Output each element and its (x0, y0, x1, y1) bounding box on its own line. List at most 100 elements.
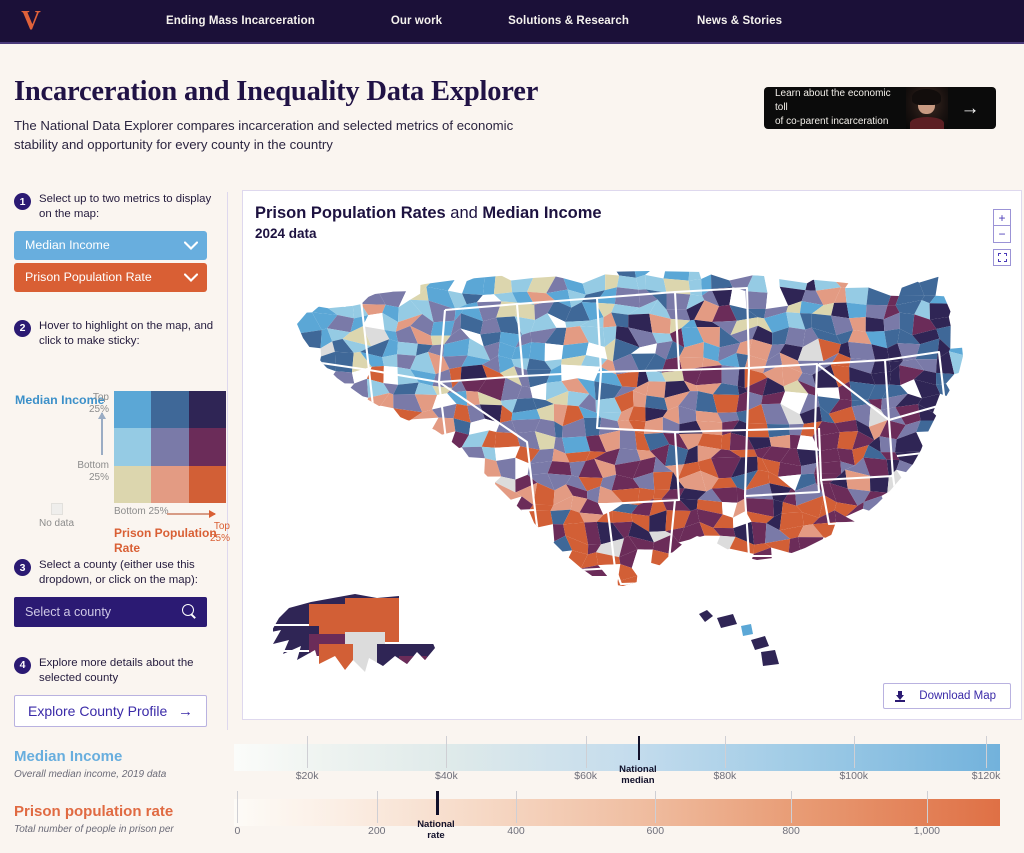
county-polygon[interactable] (477, 377, 506, 401)
bivariate-cell-1[interactable] (151, 391, 189, 429)
county-polygon[interactable] (801, 290, 824, 306)
county-polygon[interactable] (790, 434, 801, 449)
county-polygon[interactable] (432, 403, 457, 419)
county-polygon[interactable] (868, 403, 888, 427)
county-polygon[interactable] (563, 522, 589, 545)
county-polygon[interactable] (382, 354, 398, 368)
county-polygon[interactable] (766, 513, 782, 531)
county-polygon[interactable] (495, 476, 516, 493)
county-polygon[interactable] (757, 456, 769, 472)
county-polygon[interactable] (585, 342, 608, 360)
fit-to-screen-button[interactable] (993, 249, 1011, 266)
county-polygon[interactable] (711, 274, 733, 290)
county-polygon[interactable] (796, 495, 825, 518)
county-polygon[interactable] (587, 544, 601, 555)
county-polygon[interactable] (880, 452, 900, 461)
county-polygon[interactable] (729, 287, 747, 309)
county-polygon[interactable] (320, 328, 333, 349)
county-polygon[interactable] (711, 449, 742, 459)
county-polygon[interactable] (544, 359, 562, 370)
county-polygon[interactable] (561, 378, 590, 394)
county-polygon[interactable] (699, 522, 721, 536)
county-polygon[interactable] (697, 433, 723, 450)
county-polygon[interactable] (852, 445, 869, 466)
county-polygon[interactable] (414, 394, 438, 413)
nav-link-our-work[interactable]: Our work (390, 15, 443, 27)
county-polygon[interactable] (632, 381, 649, 396)
county-polygon[interactable] (631, 353, 656, 371)
zoom-out-button[interactable]: − (993, 226, 1011, 243)
county-polygon[interactable] (453, 418, 471, 435)
county-polygon[interactable] (265, 652, 315, 678)
download-map-button[interactable]: Download Map (883, 683, 1011, 709)
county-polygon[interactable] (516, 431, 540, 450)
county-polygon[interactable] (767, 344, 786, 361)
county-polygon[interactable] (914, 370, 937, 385)
county-polygon[interactable] (580, 552, 599, 569)
county-polygon[interactable] (594, 381, 623, 401)
county-polygon[interactable] (700, 470, 719, 492)
county-polygon[interactable] (684, 445, 698, 465)
search-icon[interactable] (182, 604, 197, 619)
metric-dropdown-prison-population-rate[interactable]: Prison Population Rate (14, 262, 207, 292)
county-polygon[interactable] (432, 393, 457, 410)
county-polygon[interactable] (868, 420, 888, 440)
county-polygon[interactable] (785, 327, 806, 348)
county-polygon[interactable] (410, 314, 434, 336)
county-polygon[interactable] (780, 391, 809, 415)
county-polygon[interactable] (453, 403, 471, 423)
county-polygon[interactable] (837, 448, 855, 466)
county-polygon[interactable] (682, 367, 703, 386)
explore-county-profile-button[interactable]: Explore County Profile → (14, 695, 207, 728)
county-polygon[interactable] (443, 338, 470, 357)
county-polygon[interactable] (677, 470, 707, 492)
county-polygon[interactable] (447, 290, 467, 310)
county-polygon[interactable] (546, 289, 572, 308)
county-polygon[interactable] (616, 275, 639, 290)
county-polygon[interactable] (612, 510, 633, 523)
nav-link-ending-mass-incarceration[interactable]: Ending Mass Incarceration (166, 15, 315, 27)
county-polygon[interactable] (410, 286, 429, 301)
county-polygon[interactable] (614, 386, 637, 398)
county-polygon[interactable] (583, 417, 602, 437)
county-polygon[interactable] (545, 327, 567, 346)
county-polygon[interactable] (736, 410, 749, 424)
county-polygon[interactable] (595, 302, 615, 318)
county-polygon[interactable] (930, 316, 951, 329)
county-polygon[interactable] (460, 313, 484, 335)
county-polygon[interactable] (721, 432, 731, 451)
county-polygon[interactable] (766, 424, 790, 438)
county-polygon[interactable] (480, 317, 501, 335)
county-polygon[interactable] (665, 527, 685, 543)
county-polygon[interactable] (837, 431, 858, 450)
county-polygon[interactable] (697, 445, 721, 462)
county-polygon[interactable] (949, 351, 972, 375)
county-polygon[interactable] (511, 278, 534, 293)
county-polygon[interactable] (449, 366, 462, 388)
county-polygon[interactable] (382, 312, 399, 332)
county-polygon[interactable] (729, 432, 755, 451)
county-polygon[interactable] (697, 458, 719, 479)
county-polygon[interactable] (816, 387, 840, 399)
county-polygon[interactable] (699, 610, 713, 622)
bivariate-cell-2[interactable] (188, 391, 226, 429)
county-polygon[interactable] (697, 488, 722, 502)
county-polygon[interactable] (614, 460, 641, 479)
county-polygon[interactable] (578, 406, 602, 418)
county-polygon[interactable] (352, 304, 369, 319)
county-polygon[interactable] (712, 304, 737, 322)
county-polygon[interactable] (777, 462, 802, 477)
county-polygon[interactable] (595, 397, 622, 413)
county-polygon[interactable] (936, 372, 955, 385)
county-polygon[interactable] (614, 390, 634, 413)
county-polygon[interactable] (761, 446, 791, 463)
county-polygon[interactable] (746, 308, 766, 319)
county-polygon[interactable] (554, 421, 563, 438)
county-polygon[interactable] (702, 357, 722, 368)
county-polygon[interactable] (712, 394, 740, 413)
county-polygon[interactable] (578, 394, 596, 413)
county-polygon[interactable] (737, 367, 745, 388)
county-polygon[interactable] (761, 650, 779, 666)
county-polygon[interactable] (661, 370, 685, 382)
county-polygon[interactable] (731, 456, 758, 478)
